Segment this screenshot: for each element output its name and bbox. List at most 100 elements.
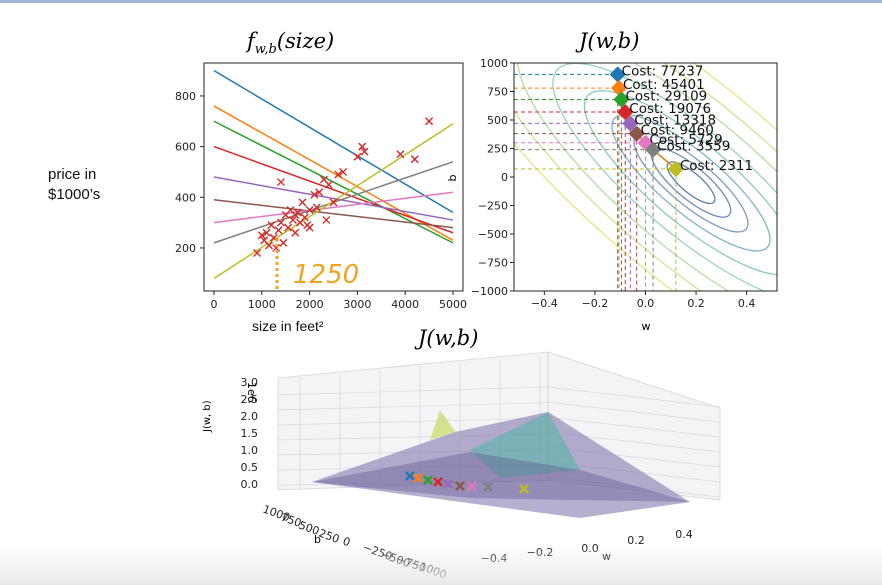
- right-x-label: w: [642, 320, 651, 333]
- data-point: [396, 150, 405, 159]
- y-tick-label: −750: [478, 257, 508, 270]
- surface-path-marker: [405, 471, 415, 481]
- z-tick-label: 0.0: [241, 478, 259, 491]
- data-point: [339, 167, 348, 176]
- y-tick-label: −1000: [471, 285, 508, 298]
- x-tick-label: 0.2: [687, 297, 705, 310]
- y-tick-label: 250: [487, 143, 508, 156]
- contour-lines: [514, 63, 777, 291]
- x3d-tick-label: 0.2: [627, 534, 645, 547]
- data-point: [253, 249, 262, 257]
- x-tick-label: −0.2: [582, 297, 609, 310]
- descent-marker: [613, 91, 629, 107]
- descent-marker: [638, 135, 653, 151]
- y-tick-label: 200: [175, 242, 196, 255]
- data-point: [425, 117, 434, 126]
- contour-ring: [516, 63, 777, 291]
- grid-line: [547, 416, 721, 438]
- data-point: [324, 180, 333, 189]
- grid-line: [547, 386, 721, 408]
- data-point: [262, 228, 271, 237]
- cost-label: Cost: 2311: [680, 158, 753, 174]
- z-tick-label: 2.5: [241, 393, 259, 406]
- cost-label: Cost: 3559: [657, 139, 730, 155]
- window-top-border: [0, 0, 882, 3]
- data-point: [267, 221, 276, 230]
- fit-line-7: [213, 191, 454, 224]
- data-point: [410, 155, 419, 164]
- fit-line-6: [213, 199, 454, 229]
- grid-line: [277, 402, 549, 411]
- cost-label: Cost: 45401: [623, 77, 705, 93]
- descent-marker: [617, 104, 633, 120]
- data-point: [276, 218, 285, 227]
- descent-marker: [622, 115, 638, 131]
- cost-label: Cost: 77237: [622, 63, 704, 79]
- cost-label: Cost: 5729: [650, 132, 723, 148]
- descent-marker: [668, 161, 684, 177]
- surface-path-marker: [443, 479, 453, 489]
- cost-label: Cost: 19076: [629, 101, 711, 117]
- data-point: [284, 223, 293, 232]
- surface-path-marker: [519, 484, 529, 494]
- left-chart-title: fw,b(size): [245, 29, 334, 57]
- x-tick-label: 0.4: [738, 297, 756, 310]
- descent-marker: [610, 66, 626, 82]
- fit-line-5: [213, 176, 454, 221]
- cost-label: Cost: 9460: [641, 123, 714, 139]
- data-point: [310, 190, 319, 199]
- data-point: [276, 178, 285, 187]
- contour-ring: [514, 63, 777, 291]
- surface-title: J(w,b): [414, 326, 478, 350]
- x-tick-label: 0: [211, 298, 218, 311]
- data-point: [257, 231, 266, 240]
- y-tick-label: 1000: [480, 57, 508, 70]
- surface-chart: J(w,b) 3.02.52.01.51.00.50.0−0.4−0.20.00…: [202, 326, 721, 582]
- bottom-fade: [0, 545, 882, 585]
- z-tick-label: 3.0: [241, 376, 259, 389]
- surface-z-scale: 1e6: [245, 382, 258, 403]
- data-point: [298, 198, 307, 207]
- x-tick-label: 3000: [343, 298, 371, 311]
- surface-peak-left: [430, 410, 470, 452]
- data-point: [305, 223, 314, 232]
- data-point: [312, 203, 321, 212]
- y-tick-label: 800: [175, 90, 196, 103]
- annotation-1250: 1250: [293, 260, 359, 290]
- x3d-tick-label: 0.4: [675, 528, 693, 541]
- y-tick-label: −250: [478, 200, 508, 213]
- cost-label: Cost: 13318: [634, 112, 716, 128]
- fit-line-9: [213, 123, 454, 279]
- surface-path-marker: [467, 481, 477, 491]
- data-point: [322, 216, 331, 225]
- y-tick-label: 750: [487, 86, 508, 99]
- data-point: [334, 170, 343, 179]
- surface-path-marker: [413, 473, 423, 483]
- y-tick-label: −500: [478, 228, 508, 241]
- data-point: [315, 188, 324, 197]
- data-point: [274, 226, 283, 235]
- x-tick-label: 5000: [439, 298, 467, 311]
- z-tick-label: 1.5: [241, 427, 259, 440]
- y3d-tick-label: 0: [341, 535, 352, 550]
- data-point: [291, 211, 300, 219]
- x-tick-label: 0.0: [637, 297, 655, 310]
- left-plot-frame: [203, 62, 464, 292]
- fit-line-3: [213, 120, 454, 244]
- y-tick-label: 0: [501, 171, 508, 184]
- data-point: [291, 228, 300, 237]
- data-point: [360, 147, 369, 156]
- surface-z-label: J(w, b): [202, 400, 213, 433]
- contour-ring: [552, 63, 777, 291]
- data-point: [300, 213, 309, 222]
- data-point: [353, 152, 362, 161]
- contour-ring: [611, 113, 771, 252]
- right-chart-title: J(w,b): [575, 29, 639, 53]
- data-point: [329, 198, 338, 207]
- data-point: [305, 205, 314, 214]
- x-tick-label: 2000: [296, 298, 324, 311]
- x-tick-label: −0.4: [531, 297, 558, 310]
- grid-line: [277, 386, 549, 396]
